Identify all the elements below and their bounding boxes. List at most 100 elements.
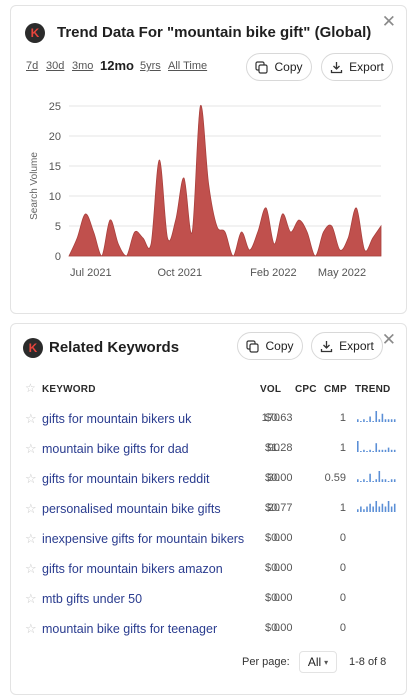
sparkline-bar xyxy=(360,506,362,512)
keyword-link[interactable]: gifts for mountain bikers reddit xyxy=(42,472,210,486)
related-copy-button[interactable]: Copy xyxy=(237,332,303,360)
star-icon[interactable]: ☆ xyxy=(25,501,37,516)
sparkline-bar xyxy=(357,509,359,512)
competition-value: 1 xyxy=(339,502,346,514)
sparkline-bar xyxy=(378,506,381,512)
star-icon[interactable]: ☆ xyxy=(25,561,37,576)
cpc-value: $0.63 xyxy=(265,412,293,424)
sparkline-bar xyxy=(357,441,359,452)
timeframe-12mo[interactable]: 12mo xyxy=(100,58,134,73)
column-trend: TREND xyxy=(355,384,391,395)
cpc-value: $0.00 xyxy=(265,562,293,574)
related-export-button[interactable]: Export xyxy=(311,332,383,360)
column-cpc[interactable]: CPC xyxy=(295,384,317,395)
star-icon[interactable]: ☆ xyxy=(25,471,37,486)
sparkline-bar xyxy=(381,479,384,482)
sparkline-bar xyxy=(363,479,365,482)
keyword-link[interactable]: personalised mountain bike gifts xyxy=(42,502,221,516)
volume-value: 90 xyxy=(267,442,280,454)
table-row: ☆ inexpensive gifts for mountain bikers 0 $… xyxy=(11,524,406,554)
timeframe-all-time[interactable]: All Time xyxy=(168,60,208,72)
competition-value: 0 xyxy=(339,592,346,604)
column-vol[interactable]: VOL xyxy=(260,384,282,395)
keyword-link[interactable]: mountain bike gifts for dad xyxy=(42,442,189,456)
sparkline-bar xyxy=(369,416,371,422)
sparkline-bar xyxy=(384,449,387,452)
sparkline-bar xyxy=(393,503,396,512)
table-row: ☆ personalised mountain bike gifts 20 $0.77… xyxy=(11,494,406,524)
copy-label: Copy xyxy=(274,60,303,74)
export-icon xyxy=(331,61,343,73)
timeframe-7d[interactable]: 7d xyxy=(26,60,39,72)
star-icon[interactable]: ☆ xyxy=(25,591,37,606)
competition-value: 1 xyxy=(339,412,346,424)
close-icon[interactable]: ✕ xyxy=(381,12,396,31)
pagination-range: 1-8 of 8 xyxy=(349,656,387,668)
keyword-link[interactable]: mtb gifts under 50 xyxy=(42,592,143,606)
trend-card-title: Trend Data For "mountain bike gift" (Glo… xyxy=(57,24,372,41)
keywords-everywhere-logo: K xyxy=(25,23,45,43)
per-page-select[interactable]: All ▾ xyxy=(299,651,337,673)
sparkline-bar xyxy=(378,419,381,422)
sparkline-bar xyxy=(366,451,368,452)
trend-sparkline xyxy=(357,501,396,512)
trend-sparkline xyxy=(357,471,396,482)
star-icon[interactable]: ☆ xyxy=(25,441,37,456)
keyword-link[interactable]: inexpensive gifts for mountain bikers xyxy=(42,532,245,546)
sparkline-bar xyxy=(384,419,387,422)
sparkline-bar xyxy=(381,413,384,422)
timeframe-5yrs[interactable]: 5yrs xyxy=(140,60,161,72)
keywords-everywhere-logo: K xyxy=(23,338,43,358)
sparkline-bar xyxy=(372,506,374,512)
competition-value: 0 xyxy=(339,532,346,544)
y-tick-label: 10 xyxy=(49,191,61,203)
volume-value: 170 xyxy=(261,412,280,424)
sparkline-bar xyxy=(369,503,371,512)
chevron-down-icon: ▾ xyxy=(324,657,329,667)
x-tick-label: May 2022 xyxy=(318,267,366,279)
column-keyword[interactable]: KEYWORD xyxy=(42,384,96,395)
sparkline-bar xyxy=(375,443,378,452)
volume-value: 30 xyxy=(267,472,280,484)
trend-sparkline xyxy=(357,441,396,452)
timeframe-3mo[interactable]: 3mo xyxy=(72,60,94,72)
cpc-value: $0.00 xyxy=(265,532,293,544)
sparkline-bar xyxy=(393,449,396,452)
sparkline-bar xyxy=(387,481,390,482)
sparkline-bar xyxy=(360,451,362,452)
export-label: Export xyxy=(339,339,374,353)
trend-copy-button[interactable]: Copy xyxy=(246,53,312,81)
timeframe-30d[interactable]: 30d xyxy=(46,60,65,72)
star-icon[interactable]: ☆ xyxy=(25,411,37,426)
trend-data-card: K Trend Data For "mountain bike gift" (G… xyxy=(10,5,407,314)
sparkline-bar xyxy=(381,503,384,512)
sparkline-bar xyxy=(375,479,378,482)
sparkline-bar xyxy=(390,449,393,452)
y-tick-label: 20 xyxy=(49,131,61,143)
x-tick-label: Oct 2021 xyxy=(157,267,202,279)
per-page-value: All xyxy=(307,655,322,669)
sparkline-bar xyxy=(372,451,374,452)
sparkline-bar xyxy=(384,506,387,512)
competition-value: 0.59 xyxy=(324,472,346,484)
column-cmp[interactable]: CMP xyxy=(324,384,347,395)
volume-value: 0 xyxy=(273,532,280,544)
keyword-link[interactable]: mountain bike gifts for teenager xyxy=(42,622,218,636)
y-tick-label: 25 xyxy=(49,101,61,113)
competition-value: 0 xyxy=(339,622,346,634)
sparkline-bar xyxy=(366,506,368,512)
table-row: ☆ gifts for mountain bikers uk 170 $0.63 1 xyxy=(11,404,406,434)
close-icon[interactable]: ✕ xyxy=(381,330,396,349)
sparkline-bar xyxy=(384,479,387,482)
competition-value: 1 xyxy=(339,442,346,454)
keyword-link[interactable]: gifts for mountain bikers amazon xyxy=(42,562,223,576)
table-row: ☆ gifts for mountain bikers reddit 30 $0.00… xyxy=(11,464,406,494)
table-row: ☆ gifts for mountain bikers amazon 0 $0.00 0 xyxy=(11,554,406,584)
trend-export-button[interactable]: Export xyxy=(321,53,393,81)
keyword-link[interactable]: gifts for mountain bikers uk xyxy=(42,412,192,426)
star-icon[interactable]: ☆ xyxy=(25,621,37,636)
related-keywords-card: K Related Keywords ✕ Copy Export ☆ KEYWO… xyxy=(10,323,407,695)
y-tick-label: 15 xyxy=(49,161,61,173)
cpc-value: $0.00 xyxy=(265,622,293,634)
star-icon[interactable]: ☆ xyxy=(25,531,37,546)
